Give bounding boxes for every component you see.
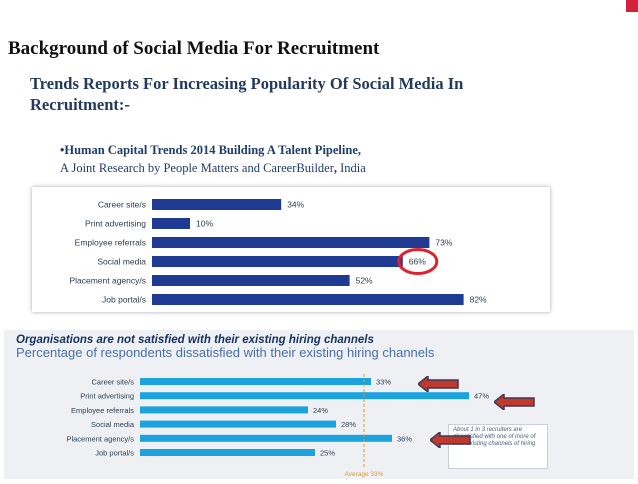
social-media-usage-chart: Career site/s 34% Print advertising 10% Empl…	[32, 187, 550, 312]
bar	[140, 406, 308, 414]
bar	[152, 237, 430, 248]
value-label: 36%	[397, 434, 412, 443]
average-label: Average 33%	[345, 471, 384, 478]
chart2-header: Organisations are not satisfied with the…	[16, 334, 374, 346]
bar	[152, 199, 282, 210]
source-country-text: India	[337, 161, 366, 175]
dissatisfaction-chart: Career site/s 33% Print advertising 47% Empl…	[16, 372, 556, 479]
value-label: 66%	[409, 257, 426, 267]
left-arrow-icon	[418, 376, 459, 392]
value-label: 24%	[313, 406, 328, 415]
source-line-1: •Human Capital Trends 2014 Building A Ta…	[60, 143, 361, 157]
category-label: Employee referrals	[71, 406, 134, 415]
value-label: 73%	[435, 238, 452, 248]
category-label: Job portal/s	[102, 295, 146, 305]
source-separator: ,	[333, 161, 338, 175]
value-label: 82%	[470, 295, 487, 305]
corner-accent	[626, 0, 638, 12]
category-label: Print advertising	[80, 392, 134, 401]
category-label: Social media	[91, 420, 135, 429]
category-label: Career site/s	[98, 200, 146, 210]
chart2-svg: Career site/s 33% Print advertising 47% Empl…	[66, 374, 489, 478]
bar	[152, 275, 350, 286]
category-label: Career site/s	[91, 378, 134, 387]
bar	[152, 256, 403, 267]
value-label: 34%	[287, 200, 304, 210]
value-label: 33%	[376, 378, 391, 387]
bar	[140, 378, 371, 385]
category-label: Print advertising	[85, 219, 146, 229]
chart1-svg: Career site/s 34% Print advertising 10% Empl…	[69, 199, 487, 305]
source-research-text: A Joint Research by People Matters and C…	[60, 161, 334, 175]
category-label: Employee referrals	[75, 238, 146, 248]
value-label: 10%	[196, 219, 213, 229]
bar	[152, 294, 464, 305]
chart2-subheader: Percentage of respondents dissatisfied w…	[16, 345, 435, 360]
category-label: Placement agency/s	[69, 276, 146, 286]
source-line-2: A Joint Research by People Matters and C…	[60, 161, 366, 176]
value-label: 28%	[341, 420, 356, 429]
highlight-circle	[397, 248, 439, 275]
category-label: Job portal/s	[95, 449, 134, 458]
bar	[140, 420, 336, 428]
bar	[152, 218, 190, 229]
left-arrow-icon	[494, 394, 535, 410]
bar	[140, 449, 315, 456]
value-label: 52%	[356, 276, 373, 286]
category-label: Social media	[97, 257, 146, 267]
bar	[140, 392, 469, 400]
value-label: 25%	[320, 449, 335, 458]
slide-title: Background of Social Media For Recruitme…	[8, 38, 380, 59]
bar	[140, 434, 392, 442]
left-arrow-icon	[430, 432, 471, 448]
slide-subtitle: Trends Reports For Increasing Popularity…	[30, 74, 464, 114]
recruiter-callout-box: About 1 in 3 recruiters are dissatisfied…	[448, 424, 548, 469]
category-label: Placement agency/s	[66, 434, 134, 443]
value-label: 47%	[474, 392, 489, 401]
